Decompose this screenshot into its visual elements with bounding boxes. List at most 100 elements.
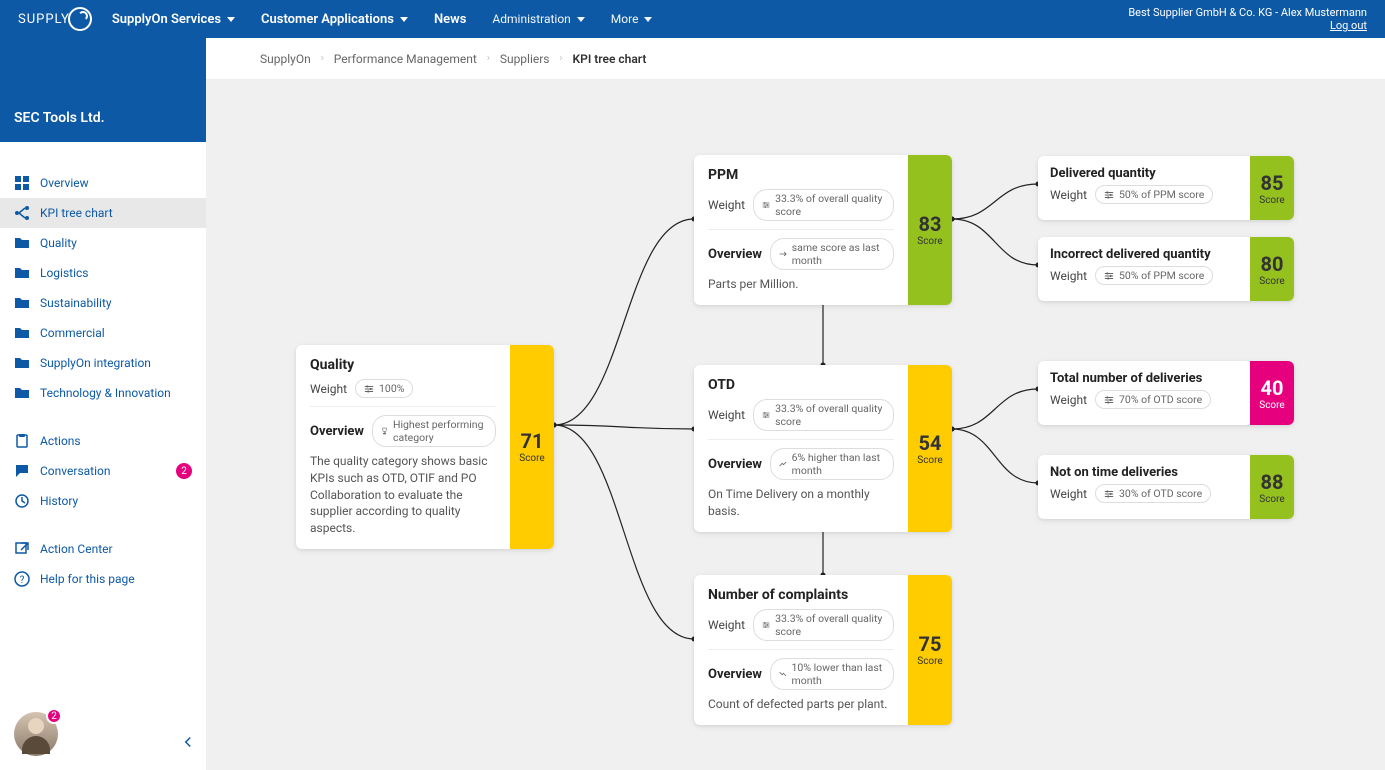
- crumb-suppliers[interactable]: Suppliers: [500, 52, 550, 66]
- sidebar-item-help[interactable]: ? Help for this page: [0, 564, 206, 594]
- weight-value: 70% of OTD score: [1119, 393, 1202, 406]
- avatar-corner[interactable]: 2: [14, 712, 58, 756]
- avatar: 2: [14, 712, 58, 756]
- score-value: 75: [919, 632, 942, 656]
- kpi-tree-canvas[interactable]: Quality Weight 100% Overview Highest perform…: [206, 80, 1385, 770]
- trend-text: 10% lower than last month: [792, 661, 885, 687]
- card-title: PPM: [708, 167, 894, 183]
- trend-pill: 6% higher than last month: [770, 448, 894, 480]
- score-box: 40Score: [1250, 361, 1294, 425]
- kpi-card-ppm[interactable]: PPM Weight 33.3% of overall quality score O…: [694, 155, 952, 305]
- main: SEC Tools Ltd. Overview KPI tree chart Q…: [0, 38, 1385, 770]
- weight-label: Weight: [310, 382, 347, 396]
- sidebar-item-kpi-tree[interactable]: KPI tree chart: [0, 198, 206, 228]
- sidebar-item-actions[interactable]: Actions: [0, 426, 206, 456]
- score-value: 80: [1261, 252, 1284, 276]
- sidebar-item-overview[interactable]: Overview: [0, 168, 206, 198]
- breadcrumb: SupplyOn › Performance Management › Supp…: [206, 38, 1385, 80]
- sidebar-item-action-center[interactable]: Action Center: [0, 534, 206, 564]
- score-label: Score: [1259, 400, 1284, 411]
- logo-icon: [68, 7, 92, 31]
- crumb-supplyon[interactable]: SupplyOn: [260, 52, 311, 66]
- folder-icon: [14, 325, 30, 341]
- card-description: On Time Delivery on a monthly basis.: [708, 486, 894, 520]
- help-icon: ?: [14, 571, 30, 587]
- card-title: OTD: [708, 377, 894, 393]
- kpi-card-delivered_qty[interactable]: Delivered quantityWeight50% of PPM score…: [1038, 156, 1294, 220]
- sidebar-item-commercial[interactable]: Commercial: [0, 318, 206, 348]
- chevron-right-icon: ›: [487, 53, 490, 64]
- nav-news-label: News: [434, 12, 466, 27]
- score-value: 85: [1261, 171, 1284, 195]
- sidebar-item-label: Technology & Innovation: [40, 386, 171, 400]
- sidebar-item-history[interactable]: History: [0, 486, 206, 516]
- badge-text: Highest performing category: [393, 418, 487, 444]
- trend-text: 6% higher than last month: [792, 451, 885, 477]
- card-description: The quality category shows basic KPIs su…: [310, 453, 496, 537]
- sidebar-item-quality[interactable]: Quality: [0, 228, 206, 258]
- nav-services-label: SupplyOn Services: [112, 12, 221, 27]
- overview-label: Overview: [708, 667, 762, 682]
- nav-customer-apps[interactable]: Customer Applications: [261, 12, 408, 27]
- nav-more-label: More: [611, 12, 639, 26]
- sidebar-company: SEC Tools Ltd.: [0, 38, 206, 142]
- kpi-card-not_on_time[interactable]: Not on time deliveriesWeight30% of OTD s…: [1038, 455, 1294, 519]
- weight-label: Weight: [1050, 393, 1087, 407]
- weight-label: Weight: [1050, 269, 1087, 283]
- sidebar-item-label: Logistics: [40, 266, 88, 280]
- card-title: Total number of deliveries: [1050, 371, 1238, 386]
- topnav: SupplyOn Services Customer Applications …: [112, 12, 653, 27]
- weight-pill: 33.3% of overall quality score: [753, 189, 894, 221]
- weight-value: 30% of OTD score: [1119, 487, 1202, 500]
- sidebar-item-supplyon-integration[interactable]: SupplyOn integration: [0, 348, 206, 378]
- nav-administration[interactable]: Administration: [492, 12, 584, 26]
- sidebar-item-label: Help for this page: [40, 572, 135, 586]
- score-value: 40: [1261, 376, 1284, 400]
- logout-link[interactable]: Log out: [1128, 19, 1367, 32]
- kpi-card-quality[interactable]: Quality Weight 100% Overview Highest perform…: [296, 345, 554, 549]
- score-value: 83: [919, 212, 942, 236]
- crumb-performance-mgmt[interactable]: Performance Management: [334, 52, 477, 66]
- kpi-card-total_deliveries[interactable]: Total number of deliveries Weight 70% of O…: [1038, 361, 1294, 425]
- score-value: 54: [919, 431, 942, 455]
- score-label: Score: [1259, 276, 1284, 287]
- weight-value: 50% of PPM score: [1119, 188, 1204, 201]
- score-value: 71: [521, 429, 544, 453]
- chevron-right-icon: ›: [560, 53, 563, 64]
- card-title: Delivered quantity: [1050, 166, 1238, 181]
- svg-text:?: ?: [20, 575, 25, 586]
- card-description: Count of defected parts per plant.: [708, 696, 894, 713]
- score-box: 75Score: [908, 575, 952, 725]
- sidebar-item-tech-innovation[interactable]: Technology & Innovation: [0, 378, 206, 408]
- chevron-left-icon: [182, 736, 194, 748]
- score-label: Score: [917, 236, 942, 247]
- nav-news[interactable]: News: [434, 12, 466, 27]
- card-title: Quality: [310, 357, 496, 373]
- weight-value: 100%: [379, 382, 404, 395]
- score-label: Score: [917, 656, 942, 667]
- sidebar-item-sustainability[interactable]: Sustainability: [0, 288, 206, 318]
- nav-services[interactable]: SupplyOn Services: [112, 12, 235, 27]
- topbar: SUPPLY SupplyOn Services Customer Applic…: [0, 0, 1385, 38]
- weight-label: Weight: [708, 198, 745, 212]
- kpi-card-complaints[interactable]: Number of complaintsWeight33.3% of overa…: [694, 575, 952, 725]
- sidebar-item-label: SupplyOn integration: [40, 356, 151, 370]
- overview-label: Overview: [708, 247, 762, 262]
- sidebar-item-conversation[interactable]: Conversation 2: [0, 456, 206, 486]
- nav-more[interactable]: More: [611, 12, 653, 26]
- grid-icon: [14, 175, 30, 191]
- score-label: Score: [1259, 494, 1284, 505]
- kpi-card-otd[interactable]: OTDWeight33.3% of overall quality scoreO…: [694, 365, 952, 532]
- overview-label: Overview: [310, 424, 364, 439]
- sidebar-collapse-button[interactable]: [182, 733, 194, 752]
- score-value: 88: [1261, 470, 1284, 494]
- nav-customer-apps-label: Customer Applications: [261, 12, 394, 27]
- avatar-badge: 2: [46, 708, 62, 724]
- sidebar-item-label: Conversation: [40, 464, 110, 478]
- sidebar-item-logistics[interactable]: Logistics: [0, 258, 206, 288]
- nav-administration-label: Administration: [492, 12, 570, 26]
- kpi-card-incorrect_delivered_qty[interactable]: Incorrect delivered quantityWeight50% of…: [1038, 237, 1294, 301]
- logo[interactable]: SUPPLY: [18, 7, 92, 31]
- card-title: Incorrect delivered quantity: [1050, 247, 1238, 262]
- sidebar-item-label: Sustainability: [40, 296, 112, 310]
